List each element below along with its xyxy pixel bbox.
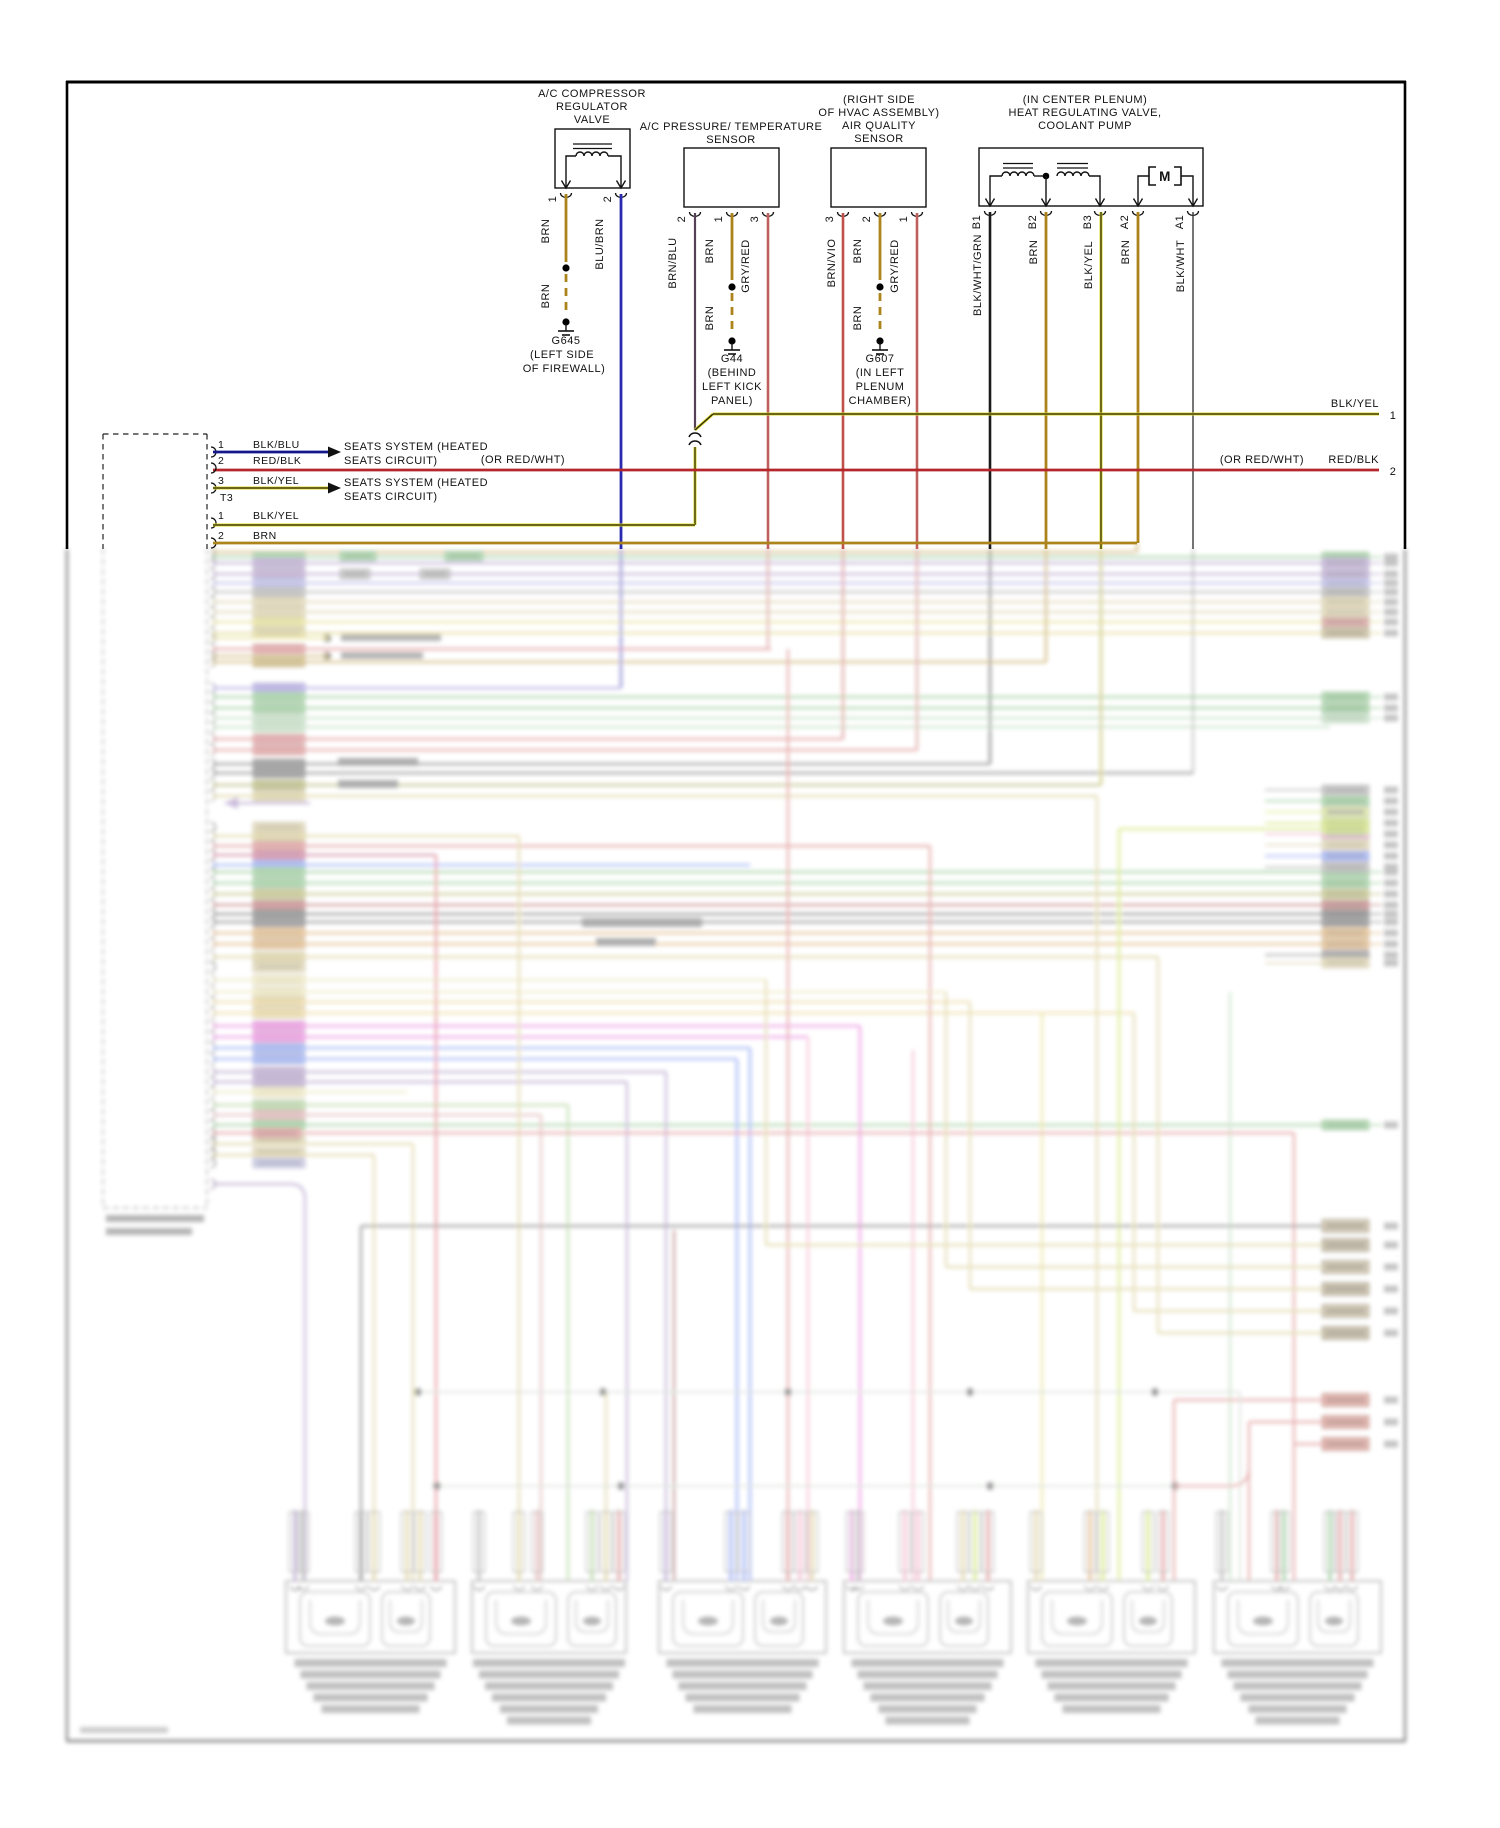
svg-text:OF HVAC ASSEMBLY): OF HVAC ASSEMBLY) [818,107,939,119]
svg-text:(IN CENTER PLENUM): (IN CENTER PLENUM) [1023,94,1148,106]
svg-text:3: 3 [824,216,836,223]
svg-text:REGULATOR: REGULATOR [556,101,628,113]
svg-text:(OR RED/WHT): (OR RED/WHT) [1220,454,1304,466]
svg-text:CHAMBER): CHAMBER) [849,395,912,407]
svg-text:G607: G607 [866,353,895,365]
svg-text:BRN: BRN [1028,240,1040,265]
svg-text:BLK/WHT: BLK/WHT [1175,240,1187,292]
svg-text:GRY/RED: GRY/RED [889,239,901,292]
svg-text:BRN: BRN [852,239,864,264]
svg-text:BLK/WHT/GRN: BLK/WHT/GRN [972,234,984,316]
svg-text:G44: G44 [721,353,743,365]
svg-text:B2: B2 [1027,215,1039,229]
svg-text:BLK/YEL: BLK/YEL [1331,398,1379,410]
svg-text:BRN: BRN [540,219,552,244]
svg-text:2: 2 [218,530,224,542]
svg-text:3: 3 [218,475,224,487]
svg-text:1: 1 [547,196,559,203]
svg-text:2: 2 [218,455,224,467]
svg-text:A/C PRESSURE/ TEMPERATURE: A/C PRESSURE/ TEMPERATURE [640,121,823,133]
svg-text:T3: T3 [220,492,233,504]
svg-text:BRN: BRN [540,284,552,309]
svg-text:SEATS SYSTEM (HEATED: SEATS SYSTEM (HEATED [344,441,488,453]
svg-text:A2: A2 [1119,215,1131,229]
svg-text:VALVE: VALVE [574,114,610,126]
svg-text:B1: B1 [971,215,983,229]
svg-text:BRN: BRN [704,306,716,331]
svg-text:M: M [1159,169,1171,184]
svg-text:(OR RED/WHT): (OR RED/WHT) [481,454,565,466]
svg-text:A1: A1 [1174,215,1186,229]
svg-text:BRN: BRN [253,530,277,542]
svg-text:HEAT REGULATING VALVE,: HEAT REGULATING VALVE, [1008,107,1161,119]
svg-text:2: 2 [676,216,688,223]
svg-text:GRY/RED: GRY/RED [740,239,752,292]
svg-text:PLENUM: PLENUM [856,381,905,393]
svg-text:G645: G645 [552,335,581,347]
svg-text:(RIGHT SIDE: (RIGHT SIDE [843,94,915,106]
svg-text:RED/BLK: RED/BLK [1328,454,1379,466]
svg-text:(LEFT SIDE: (LEFT SIDE [530,349,594,361]
svg-text:B3: B3 [1082,215,1094,229]
svg-text:3: 3 [749,216,761,223]
svg-text:AIR QUALITY: AIR QUALITY [842,120,916,132]
svg-text:SEATS SYSTEM (HEATED: SEATS SYSTEM (HEATED [344,477,488,489]
svg-text:OF FIREWALL): OF FIREWALL) [523,363,606,375]
svg-text:BRN: BRN [704,239,716,264]
svg-text:BRN: BRN [1120,240,1132,265]
svg-text:SEATS CIRCUIT): SEATS CIRCUIT) [344,491,438,503]
svg-text:1: 1 [713,216,725,223]
svg-text:2: 2 [1390,466,1397,478]
svg-text:BRN/VIO: BRN/VIO [826,239,838,288]
svg-text:SENSOR: SENSOR [706,134,755,146]
svg-text:BLK/YEL: BLK/YEL [253,510,299,522]
svg-text:2: 2 [602,196,614,203]
svg-text:BLK/YEL: BLK/YEL [253,475,299,487]
svg-text:RED/BLK: RED/BLK [253,455,301,467]
svg-text:BRN: BRN [852,306,864,331]
svg-text:1: 1 [218,510,224,522]
svg-text:1: 1 [218,439,224,451]
svg-text:A/C COMPRESSOR: A/C COMPRESSOR [538,88,646,100]
svg-text:BLK/YEL: BLK/YEL [1083,241,1095,289]
svg-text:SENSOR: SENSOR [854,133,903,145]
svg-text:1: 1 [898,216,910,223]
svg-text:BLK/BLU: BLK/BLU [253,439,300,451]
svg-text:PANEL): PANEL) [711,395,753,407]
svg-text:COOLANT PUMP: COOLANT PUMP [1038,120,1132,132]
svg-text:LEFT KICK: LEFT KICK [702,381,762,393]
svg-text:(BEHIND: (BEHIND [708,367,757,379]
svg-text:BLU/BRN: BLU/BRN [594,218,606,269]
svg-text:2: 2 [861,216,873,223]
svg-text:BRN/BLU: BRN/BLU [667,237,679,288]
svg-text:1: 1 [1390,410,1397,422]
svg-text:SEATS CIRCUIT): SEATS CIRCUIT) [344,455,438,467]
svg-text:(IN LEFT: (IN LEFT [856,367,905,379]
